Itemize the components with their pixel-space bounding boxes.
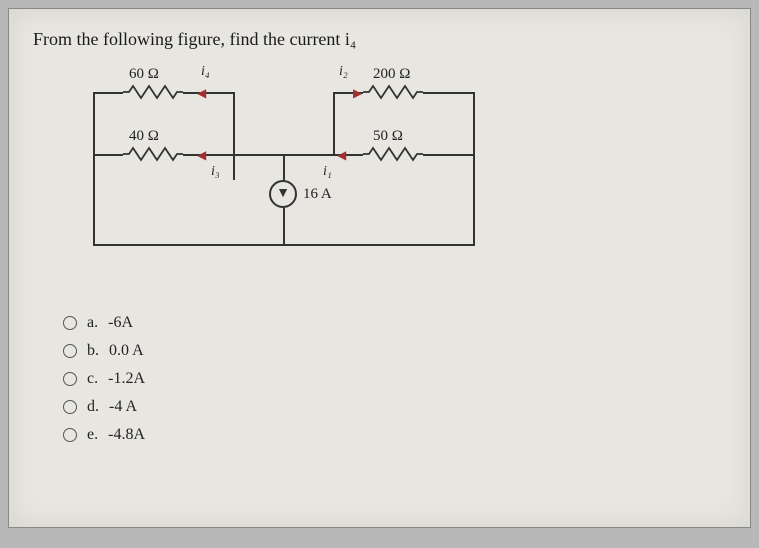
wire bbox=[333, 92, 335, 154]
option-letter: b. bbox=[87, 342, 99, 360]
wire bbox=[473, 92, 475, 154]
option-letter: e. bbox=[87, 426, 98, 444]
arrow-icon: ◀ bbox=[197, 86, 206, 101]
wire bbox=[93, 154, 95, 244]
wire bbox=[93, 92, 123, 94]
wire bbox=[283, 208, 285, 244]
wire bbox=[93, 92, 95, 154]
wire bbox=[93, 244, 475, 246]
option-text: -4.8A bbox=[108, 426, 145, 444]
resistor-r3 bbox=[363, 84, 423, 100]
wire bbox=[423, 92, 473, 94]
option-letter: d. bbox=[87, 398, 99, 416]
i3-label: i₃ bbox=[211, 164, 220, 180]
option-letter: c. bbox=[87, 370, 98, 388]
wire bbox=[233, 154, 235, 180]
circuit-diagram: 60 Ω i₄ ◀ 40 Ω i₃ ◀ ▼ 16 A 200 Ω i₂ bbox=[73, 74, 513, 274]
option-text: -1.2A bbox=[108, 370, 145, 388]
arrow-icon: ◀ bbox=[197, 148, 206, 163]
r2-label: 40 Ω bbox=[129, 128, 159, 145]
r1-label: 60 Ω bbox=[129, 66, 159, 83]
wire bbox=[283, 154, 333, 156]
i1-label: i₁ bbox=[323, 164, 332, 180]
wire bbox=[183, 154, 233, 156]
question-card: From the following figure, find the curr… bbox=[8, 8, 751, 528]
current-source: ▼ bbox=[269, 180, 297, 208]
option-text: -4 A bbox=[109, 398, 137, 416]
radio-icon[interactable] bbox=[63, 344, 77, 358]
radio-icon[interactable] bbox=[63, 428, 77, 442]
option-a[interactable]: a. -6A bbox=[63, 314, 726, 332]
arrow-icon: ◀ bbox=[337, 148, 346, 163]
option-d[interactable]: d. -4 A bbox=[63, 398, 726, 416]
option-b[interactable]: b. 0.0 A bbox=[63, 342, 726, 360]
wire bbox=[473, 154, 475, 244]
wire bbox=[233, 92, 235, 154]
resistor-r2 bbox=[123, 146, 183, 162]
i4-label: i₄ bbox=[201, 64, 210, 80]
radio-icon[interactable] bbox=[63, 372, 77, 386]
wire bbox=[233, 154, 283, 156]
wire bbox=[423, 154, 473, 156]
radio-icon[interactable] bbox=[63, 316, 77, 330]
i2-label: i₂ bbox=[339, 64, 348, 80]
options-list: a. -6A b. 0.0 A c. -1.2A d. -4 A e. -4.8… bbox=[63, 314, 726, 444]
source-label: 16 A bbox=[303, 186, 332, 203]
resistor-r1 bbox=[123, 84, 183, 100]
wire bbox=[283, 154, 285, 180]
option-letter: a. bbox=[87, 314, 98, 332]
wire bbox=[93, 154, 123, 156]
question-text: From the following figure, find the curr… bbox=[33, 29, 726, 50]
option-text: 0.0 A bbox=[109, 342, 144, 360]
arrow-icon: ▶ bbox=[353, 86, 362, 101]
option-c[interactable]: c. -1.2A bbox=[63, 370, 726, 388]
wire bbox=[183, 92, 233, 94]
option-text: -6A bbox=[108, 314, 133, 332]
radio-icon[interactable] bbox=[63, 400, 77, 414]
resistor-r4 bbox=[363, 146, 423, 162]
r4-label: 50 Ω bbox=[373, 128, 403, 145]
option-e[interactable]: e. -4.8A bbox=[63, 426, 726, 444]
r3-label: 200 Ω bbox=[373, 66, 410, 83]
down-arrow-icon: ▼ bbox=[276, 187, 290, 201]
